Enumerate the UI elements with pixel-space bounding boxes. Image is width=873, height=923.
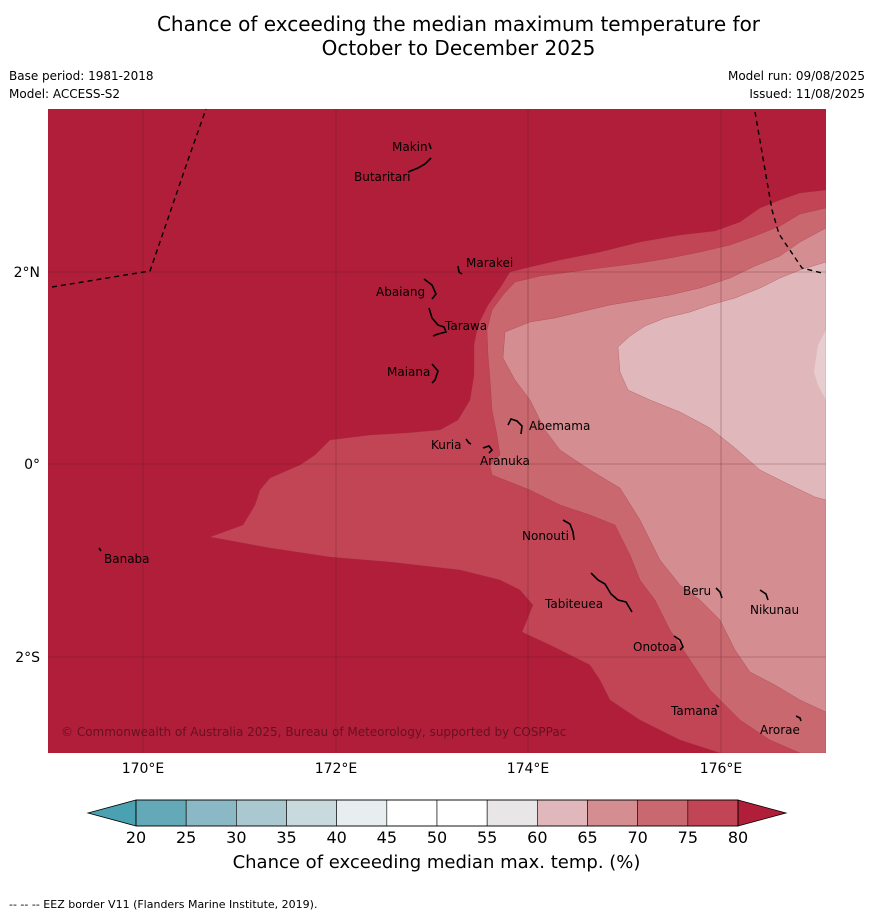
- colorbar-tick-label: 80: [727, 828, 749, 847]
- colorbar-cell: [236, 799, 287, 827]
- colorbar-cell: [537, 799, 588, 827]
- island-aranuka: [482, 445, 494, 454]
- label-nonouti: Nonouti: [522, 529, 569, 543]
- title-line-2: October to December 2025: [321, 36, 596, 60]
- island-banaba: [98, 547, 102, 552]
- island-nonouti: [562, 519, 575, 541]
- meta-left: Base period: 1981-2018 Model: ACCESS-S2: [9, 67, 154, 103]
- colorbar-cell: [336, 799, 388, 827]
- colorbar-high-arrow: [737, 799, 788, 827]
- island-marakei: [457, 265, 463, 275]
- island-abemama: [507, 418, 523, 435]
- lon-label-170: 170°E: [122, 761, 165, 777]
- colorbar-cell: [587, 799, 638, 827]
- map-title: Chance of exceeding the median maximum t…: [0, 12, 873, 60]
- label-tarawa: Tarawa: [444, 319, 487, 333]
- colorbar-tick-label: 65: [577, 828, 598, 847]
- model-run: Model run: 09/08/2025: [727, 69, 865, 83]
- colorbar-cell: [135, 799, 187, 827]
- colorbar-cell: [185, 799, 237, 827]
- colorbar-tick-label: 60: [527, 828, 548, 847]
- colorbar: [86, 799, 788, 827]
- colorbar-tick-label: 40: [326, 828, 347, 847]
- label-tabiteuea: Tabiteuea: [544, 597, 603, 611]
- island-maiana: [431, 363, 439, 384]
- base-period: Base period: 1981-2018: [9, 69, 154, 83]
- island-tabiteuea: [590, 572, 633, 613]
- colorbar-tick-label: 35: [276, 828, 297, 847]
- label-makin: Makin: [392, 140, 428, 154]
- island-makin: [428, 142, 432, 150]
- label-aranuka: Aranuka: [480, 454, 530, 468]
- label-butaritari: Butaritari: [354, 170, 411, 184]
- label-banaba: Banaba: [104, 552, 150, 566]
- lat-label-2s: 2°S: [15, 650, 40, 666]
- lat-label-2n: 2°N: [14, 265, 40, 281]
- label-maiana: Maiana: [387, 365, 430, 379]
- colorbar-tick-label: 25: [175, 828, 197, 847]
- colorbar-cell: [637, 799, 689, 827]
- colorbar-frame: [135, 799, 739, 827]
- island-shapes: [98, 142, 802, 722]
- label-kuria: Kuria: [431, 438, 462, 452]
- island-onotoa: [673, 635, 684, 651]
- model-name: Model: ACCESS-S2: [9, 87, 121, 101]
- island-kuria: [465, 438, 472, 445]
- island-tarawa: [428, 307, 448, 337]
- colorbar-title: Chance of exceeding median max. temp. (%…: [232, 852, 641, 873]
- colorbar-tick-label: 75: [677, 828, 698, 847]
- lon-label-172: 172°E: [315, 761, 358, 777]
- label-arorae: Arorae: [760, 723, 800, 737]
- label-marakei: Marakei: [466, 256, 513, 270]
- issued-date: Issued: 11/08/2025: [749, 87, 865, 101]
- lon-label-176: 176°E: [700, 761, 743, 777]
- colorbar-tick-label: 45: [376, 828, 397, 847]
- label-abaiang: Abaiang: [376, 285, 425, 299]
- island-butaritari: [407, 157, 432, 173]
- title-line-1: Chance of exceeding the median maximum t…: [156, 12, 761, 36]
- colorbar-cell: [286, 799, 337, 827]
- meta-right: Model run: 09/08/2025 Issued: 11/08/2025: [728, 67, 865, 103]
- colorbar-cell: [436, 799, 488, 827]
- axis-labels: 170°E 172°E 174°E 176°E 2°N 0° 2°S: [14, 265, 743, 777]
- island-beru: [715, 587, 723, 599]
- copyright-text: © Commonwealth of Australia 2025, Bureau…: [61, 725, 566, 739]
- colorbar-tick-label: 55: [476, 828, 498, 847]
- eez-footnote: -- -- -- EEZ border V11 (Flanders Marine…: [9, 898, 318, 911]
- island-tamana: [715, 704, 720, 708]
- label-beru: Beru: [683, 584, 711, 598]
- label-nikunau: Nikunau: [750, 603, 799, 617]
- graticule: [48, 109, 826, 753]
- colorbar-tick-label: 50: [426, 828, 448, 847]
- island-arorae: [795, 715, 802, 722]
- island-nikunau: [759, 589, 769, 601]
- eez-border: [51, 108, 823, 288]
- label-abemama: Abemama: [529, 419, 590, 433]
- colorbar-cell: [386, 799, 438, 827]
- colorbar-cell: [486, 799, 538, 827]
- island-abaiang: [423, 278, 437, 300]
- colorbar-tick-label: 20: [125, 828, 147, 847]
- colorbar-low-arrow: [86, 799, 137, 827]
- lat-label-0: 0°: [24, 457, 40, 473]
- colorbar-cell: [687, 799, 739, 827]
- colorbar-tick-label: 70: [627, 828, 648, 847]
- island-labels: Makin Butaritari Marakei Abaiang Tarawa …: [104, 140, 800, 737]
- colorbar-tick-label: 30: [226, 828, 247, 847]
- lon-label-174: 174°E: [507, 761, 550, 777]
- label-onotoa: Onotoa: [633, 640, 677, 654]
- label-tamana: Tamana: [670, 704, 718, 718]
